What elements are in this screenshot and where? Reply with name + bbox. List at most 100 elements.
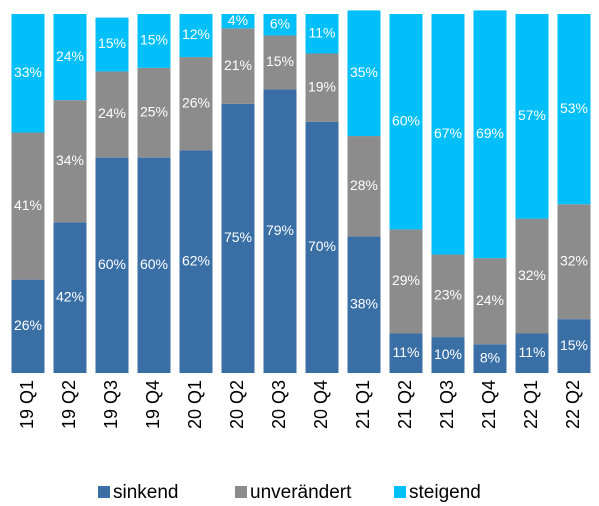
- value-label: 26%: [182, 94, 210, 110]
- value-label: 21%: [224, 57, 252, 73]
- value-label: 32%: [560, 252, 588, 268]
- bar-segment: [557, 319, 591, 373]
- bar-segment: [473, 10, 507, 259]
- bar-segment: [473, 344, 507, 373]
- bar-segment: [263, 14, 297, 36]
- x-tick-label: 20 Q4: [311, 380, 331, 429]
- bar-segment: [137, 67, 171, 158]
- value-label: 4%: [228, 12, 248, 28]
- value-label: 29%: [392, 272, 420, 288]
- value-label: 15%: [140, 32, 168, 48]
- legend-swatch: [394, 486, 406, 498]
- bar-segment: [305, 14, 339, 54]
- value-label: 70%: [308, 238, 336, 254]
- value-label: 60%: [98, 256, 126, 272]
- value-label: 53%: [560, 100, 588, 116]
- bar-segment: [389, 333, 423, 373]
- value-label: 23%: [434, 287, 462, 303]
- x-tick-label: 20 Q2: [227, 380, 247, 429]
- x-tick-label: 19 Q4: [143, 380, 163, 429]
- bar-segment: [557, 14, 591, 205]
- bar-segment: [431, 254, 465, 338]
- value-label: 15%: [266, 53, 294, 69]
- value-label: 42%: [56, 288, 84, 304]
- bar-segment: [11, 132, 45, 280]
- bar-segment: [263, 89, 297, 373]
- bar-segment: [179, 150, 213, 373]
- value-label: 79%: [266, 222, 294, 238]
- value-label: 33%: [14, 64, 42, 80]
- x-tick-label: 21 Q1: [353, 380, 373, 429]
- value-label: 75%: [224, 229, 252, 245]
- bar-segment: [179, 57, 213, 151]
- value-label: 67%: [434, 125, 462, 141]
- bar-segment: [473, 258, 507, 345]
- value-label: 38%: [350, 295, 378, 311]
- bar-segment: [431, 337, 465, 373]
- bar-segment: [221, 28, 255, 104]
- value-label: 34%: [56, 152, 84, 168]
- bar-segment: [137, 157, 171, 373]
- x-tick-label: 21 Q4: [479, 380, 499, 429]
- x-tick-label: 21 Q3: [437, 380, 457, 429]
- bar-segment: [179, 14, 213, 58]
- x-tick-label: 21 Q2: [395, 380, 415, 429]
- bar-segment: [305, 121, 339, 373]
- x-tick-label: 20 Q3: [269, 380, 289, 429]
- bar-segment: [53, 222, 87, 373]
- value-label: 35%: [350, 64, 378, 80]
- legend-swatch: [235, 486, 247, 498]
- value-label: 32%: [518, 267, 546, 283]
- value-label: 25%: [140, 103, 168, 119]
- value-label: 62%: [182, 252, 210, 268]
- legend-label: sinkend: [113, 482, 179, 503]
- x-tick-label: 20 Q1: [185, 380, 205, 429]
- bar-segment: [11, 14, 45, 133]
- value-label: 11%: [309, 24, 336, 40]
- value-label: 6%: [270, 15, 290, 31]
- value-label: 8%: [480, 349, 500, 365]
- bar-segment: [221, 14, 255, 29]
- bar-segment: [347, 236, 381, 373]
- bar-segment: [95, 17, 129, 72]
- bar-segment: [347, 10, 381, 137]
- bar-segment: [431, 14, 465, 255]
- x-tick-label: 22 Q1: [521, 380, 541, 429]
- bar-segment: [389, 229, 423, 334]
- bar-segment: [515, 218, 549, 334]
- value-label: 15%: [98, 35, 126, 51]
- x-tick-label: 19 Q1: [17, 380, 37, 429]
- legend-label: unverändert: [250, 482, 352, 503]
- bar-segment: [515, 333, 549, 373]
- value-label: 24%: [56, 48, 84, 64]
- bar-segment: [515, 14, 549, 219]
- value-label: 10%: [434, 346, 462, 362]
- bar-segment: [347, 136, 381, 237]
- bar-segment: [95, 157, 129, 373]
- value-label: 26%: [14, 317, 42, 333]
- value-label: 69%: [476, 125, 504, 141]
- x-tick-label: 22 Q2: [563, 380, 583, 429]
- bar-segment: [557, 204, 591, 320]
- value-label: 28%: [350, 177, 378, 193]
- value-label: 11%: [519, 344, 546, 360]
- bar-segment: [137, 14, 171, 68]
- legend-label: steigend: [409, 482, 481, 503]
- value-label: 24%: [476, 292, 504, 308]
- x-tick-label: 19 Q3: [101, 380, 121, 429]
- value-label: 19%: [308, 78, 336, 94]
- value-label: 11%: [393, 344, 420, 360]
- bar-segment: [11, 279, 45, 373]
- legend-swatch: [98, 486, 110, 498]
- value-label: 60%: [392, 112, 420, 128]
- value-label: 57%: [518, 107, 546, 123]
- value-label: 24%: [98, 105, 126, 121]
- bar-segment: [53, 14, 87, 101]
- bar-segment: [95, 71, 129, 158]
- bar-segment: [53, 100, 87, 223]
- bar-segment: [221, 103, 255, 373]
- value-label: 41%: [14, 197, 42, 213]
- bar-segment: [263, 35, 297, 90]
